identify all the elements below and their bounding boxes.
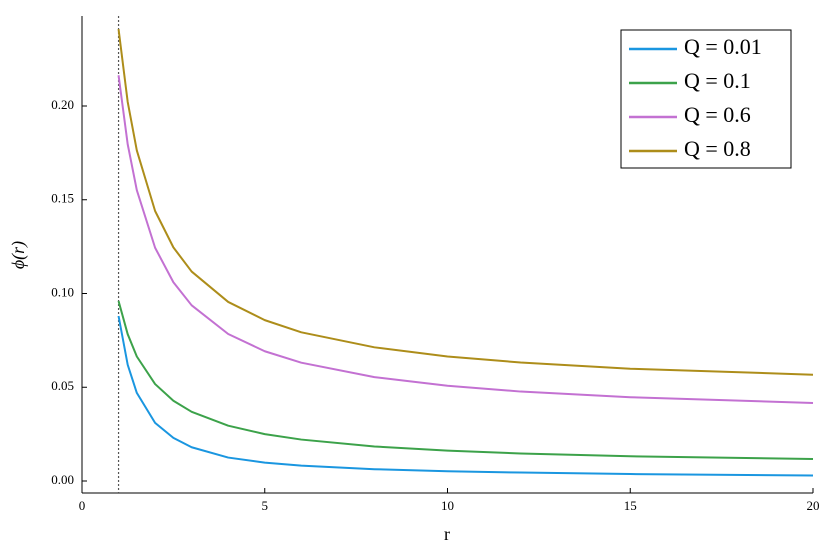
legend-box — [620, 29, 792, 169]
y-axis-label: ϕ(r) — [8, 241, 29, 269]
y-tick-label: 0.20 — [51, 97, 74, 112]
x-tick-label: 10 — [441, 498, 454, 513]
y-tick-label: 0.10 — [51, 284, 74, 299]
legend-label: Q = 0.1 — [684, 68, 751, 93]
y-tick-label: 0.00 — [51, 472, 74, 487]
legend-label: Q = 0.6 — [684, 102, 751, 127]
series-line — [117, 75, 814, 404]
series-line — [117, 300, 814, 461]
x-tick-label: 0 — [79, 498, 86, 513]
series-line — [117, 29, 814, 376]
x-tick-label: 20 — [807, 498, 820, 513]
x-tick-label: 5 — [262, 498, 269, 513]
y-tick-label: 0.15 — [51, 191, 74, 206]
legend-label: Q = 0.8 — [684, 136, 751, 161]
y-tick-label: 0.05 — [51, 378, 74, 393]
x-tick-label: 15 — [624, 498, 637, 513]
x-axis-label: r — [444, 524, 450, 544]
legend-label: Q = 0.01 — [684, 34, 762, 59]
series-line — [117, 315, 814, 477]
